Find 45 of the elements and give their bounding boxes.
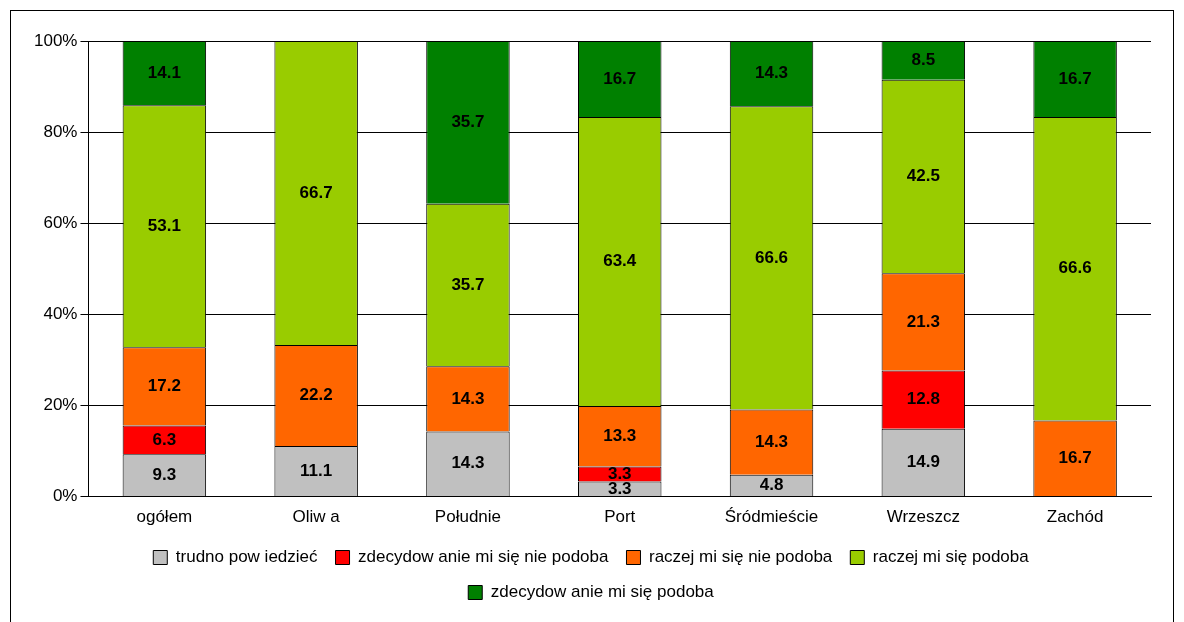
data-label: 16.7 xyxy=(603,68,637,88)
y-tick-label: 80% xyxy=(43,121,78,141)
legend-label: raczej mi się nie podoba xyxy=(648,547,833,567)
x-tick-label: Zachód xyxy=(1046,507,1104,527)
y-tick-label: 60% xyxy=(43,212,78,232)
data-label: 53.1 xyxy=(147,215,181,235)
data-label: 6.3 xyxy=(152,429,177,449)
data-label: 35.7 xyxy=(451,274,485,294)
data-label: 66.6 xyxy=(1058,258,1092,278)
data-label: 17.2 xyxy=(147,376,181,396)
y-tick-label: 20% xyxy=(43,395,78,415)
x-tick-label: Śródmieście xyxy=(724,507,819,527)
data-label: 16.7 xyxy=(1058,68,1092,88)
legend-label: zdecydow anie mi się podoba xyxy=(490,582,715,602)
x-tick-label: Południe xyxy=(434,507,502,527)
x-tick-label: Wrzeszcz xyxy=(886,507,960,527)
data-label: 4.8 xyxy=(759,475,784,495)
data-label: 21.3 xyxy=(906,311,940,331)
data-label: 66.7 xyxy=(299,182,333,202)
data-label: 14.3 xyxy=(451,453,485,473)
data-label: 22.2 xyxy=(299,385,333,405)
data-label: 14.9 xyxy=(906,452,940,472)
data-label: 12.8 xyxy=(906,389,940,409)
data-label: 42.5 xyxy=(906,166,940,186)
data-label: 14.3 xyxy=(754,431,789,451)
data-label: 63.4 xyxy=(603,251,637,271)
x-tick-label: Port xyxy=(604,507,636,527)
data-label: 14.3 xyxy=(754,63,789,83)
y-tick-label: 0% xyxy=(52,486,78,506)
y-tick-label: 100% xyxy=(34,30,78,50)
data-label: 11.1 xyxy=(300,460,333,480)
data-label: 66.6 xyxy=(754,247,789,267)
data-label: 35.7 xyxy=(451,112,485,132)
data-label: 16.7 xyxy=(1058,447,1092,467)
legend-label: zdecydow anie mi się nie podoba xyxy=(358,547,610,567)
legend-label: trudno pow iedzieć xyxy=(175,547,319,567)
data-label: 9.3 xyxy=(152,464,177,484)
data-label: 14.1 xyxy=(147,62,181,82)
data-label: 14.3 xyxy=(451,388,485,408)
x-tick-label: Oliw a xyxy=(292,507,341,527)
x-tick-label: ogółem xyxy=(136,507,193,527)
data-label: 13.3 xyxy=(603,425,637,445)
y-tick-label: 40% xyxy=(43,304,78,324)
data-label: 8.5 xyxy=(911,50,936,70)
legend-label: raczej mi się podoba xyxy=(872,547,1030,567)
